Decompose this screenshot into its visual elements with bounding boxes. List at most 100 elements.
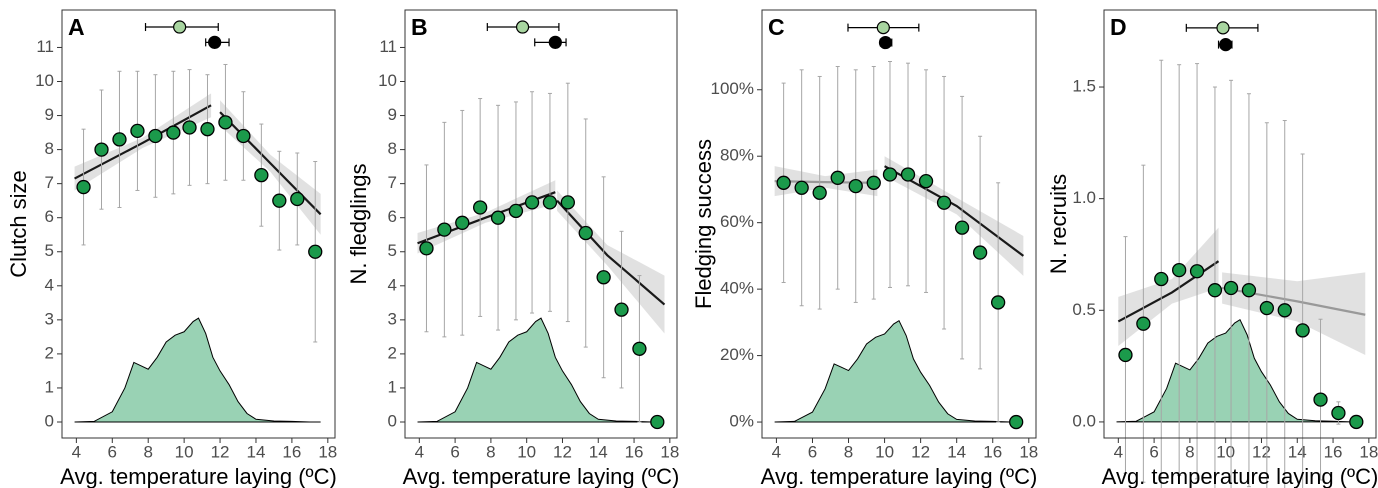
- x-axis-title: Avg. temperature laying (ºC): [1102, 464, 1378, 488]
- data-point: [1313, 392, 1328, 407]
- x-tick-label: 10: [175, 442, 194, 461]
- data-point: [794, 180, 809, 195]
- data-point: [508, 203, 524, 219]
- y-tick-label: 5: [45, 241, 54, 260]
- x-tick-label: 18: [318, 442, 337, 461]
- y-tick-label: 0.5: [1072, 300, 1096, 319]
- y-tick-label: 7: [388, 173, 397, 192]
- x-tick-label: 16: [1324, 442, 1343, 461]
- x-tick-label: 18: [1359, 442, 1378, 461]
- data-point: [1009, 414, 1024, 430]
- data-point: [1136, 316, 1151, 331]
- data-point: [1154, 271, 1169, 287]
- marker-point: [208, 35, 222, 49]
- panel: 0% 20% 40% 60% 80% 100% 4 6 8 10 12 14 16 18 C Avg. tem…: [691, 9, 1038, 488]
- data-point: [578, 225, 593, 241]
- panel-letter: D: [1110, 14, 1127, 40]
- y-tick-label: 1.5: [1072, 77, 1096, 96]
- x-tick-label: 14: [1288, 442, 1307, 461]
- x-tick-label: 8: [1185, 442, 1194, 461]
- x-tick-label: 4: [772, 442, 781, 461]
- y-tick-label: 1.0: [1072, 188, 1096, 207]
- x-tick-label: 12: [211, 442, 230, 461]
- data-point: [632, 341, 647, 356]
- x-tick-label: 6: [108, 442, 117, 461]
- x-tick-label: 12: [553, 442, 572, 461]
- data-point: [437, 222, 452, 237]
- density-area: [417, 317, 663, 423]
- data-point: [1349, 414, 1364, 430]
- data-point: [1172, 262, 1187, 278]
- plot-frame: [1103, 9, 1377, 439]
- y-tick-label: 6: [45, 207, 54, 226]
- data-point: [972, 245, 988, 260]
- x-axis-title: Avg. temperature laying (ºC): [60, 464, 337, 488]
- data-point: [76, 179, 91, 195]
- data-point: [1295, 323, 1310, 338]
- x-tick-label: 4: [1114, 442, 1123, 461]
- data-point: [290, 191, 305, 207]
- data-point: [524, 195, 540, 210]
- plot-frame: [761, 9, 1037, 439]
- y-tick-label: 3: [45, 309, 54, 328]
- x-tick-label: 14: [247, 442, 266, 461]
- data-point: [254, 167, 269, 183]
- panel-letter: C: [768, 14, 785, 40]
- y-tick-label: 8: [45, 139, 54, 158]
- fit-line: [219, 111, 322, 216]
- x-tick-label: 10: [1216, 442, 1235, 461]
- x-axis-title: Avg. temperature laying (ºC): [403, 464, 680, 488]
- x-tick-label: 16: [983, 442, 1002, 461]
- y-axis-title: N. recruits: [1046, 174, 1071, 274]
- marker-point: [548, 35, 562, 49]
- data-point: [866, 175, 881, 190]
- data-point: [112, 132, 127, 147]
- y-tick-label: 1: [45, 377, 54, 396]
- data-point: [130, 123, 145, 139]
- y-tick-label: 10: [378, 71, 397, 90]
- y-tick-label: 0.0: [1072, 411, 1096, 430]
- y-tick-label: 100%: [711, 79, 754, 98]
- y-tick-label: 0: [45, 411, 54, 430]
- data-point: [490, 210, 506, 225]
- data-point: [830, 170, 845, 185]
- y-tick-label: 40%: [720, 279, 754, 298]
- plot-frame: [404, 9, 678, 439]
- panel: 0.0 0.5 1.0 1.5 4 6 8 10 12 14 16 18 D Avg. temperatu…: [1046, 9, 1378, 488]
- y-tick-label: 60%: [720, 212, 754, 231]
- confidence-band: [557, 190, 665, 334]
- data-point: [882, 167, 898, 182]
- fit-line: [556, 199, 666, 306]
- y-tick-label: 8: [388, 139, 397, 158]
- marker-point: [515, 20, 530, 34]
- y-tick-label: 7: [45, 173, 54, 192]
- data-point: [1223, 280, 1239, 296]
- marker-point: [173, 20, 187, 34]
- data-point: [200, 122, 215, 137]
- x-tick-label: 16: [625, 442, 644, 461]
- data-point: [1331, 405, 1346, 421]
- x-tick-label: 4: [415, 442, 424, 461]
- plot-frame: [61, 9, 336, 439]
- data-point: [166, 125, 181, 140]
- data-point: [848, 178, 863, 194]
- x-tick-label: 12: [1252, 442, 1271, 461]
- y-tick-label: 4: [45, 275, 54, 294]
- y-axis-title: Fledging success: [691, 139, 716, 309]
- y-tick-label: 80%: [720, 146, 754, 165]
- data-point: [1241, 283, 1257, 298]
- y-tick-label: 2: [45, 343, 54, 362]
- confidence-band: [1118, 227, 1219, 347]
- data-point: [1118, 347, 1133, 363]
- marker-point: [878, 35, 893, 50]
- density-area: [774, 319, 1022, 423]
- x-tick-label: 14: [589, 442, 608, 461]
- panel-letter: A: [68, 14, 85, 40]
- x-tick-label: 8: [844, 442, 853, 461]
- x-axis-title: Avg. temperature laying (ºC): [761, 464, 1038, 488]
- panel-letter: B: [411, 14, 428, 40]
- x-tick-label: 6: [450, 442, 459, 461]
- y-tick-label: 1: [388, 377, 397, 396]
